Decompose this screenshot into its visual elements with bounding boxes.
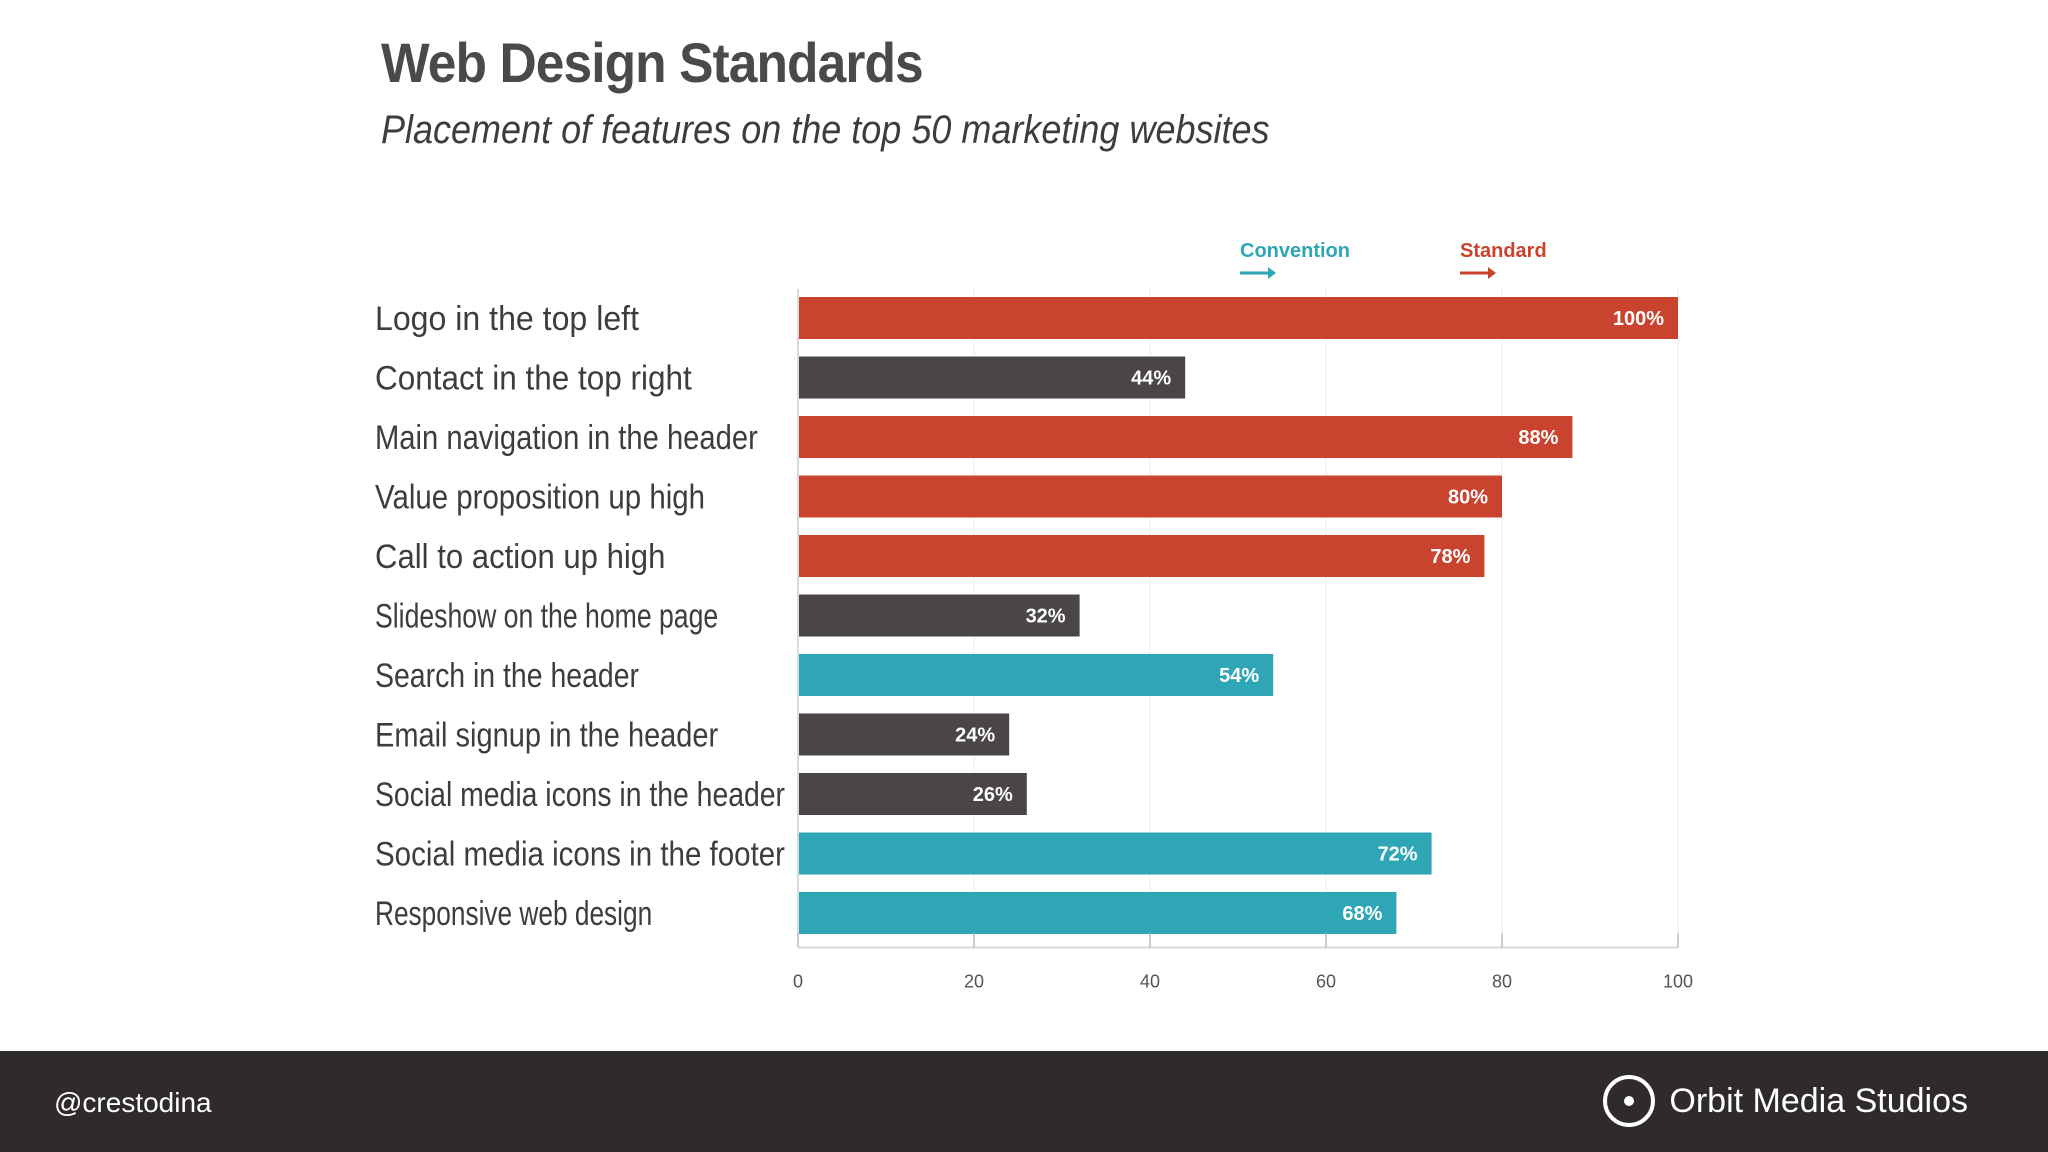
bar-value-label: 54% [1219,665,1259,687]
bar [798,297,1678,339]
bar-value-label: 78% [1430,546,1470,568]
bar-value-label: 44% [1131,368,1171,390]
bar-value-label: 88% [1518,427,1558,449]
category-label: Call to action up high [375,538,665,576]
bar [798,535,1485,577]
tick-label: 80 [1492,972,1512,992]
tick-label: 60 [1316,972,1336,992]
x-axis: 0 20 40 60 80 100 [793,289,1693,992]
bar [798,832,1432,875]
legend-convention-arrowhead-icon [1268,267,1276,279]
category-labels: Logo in the top left Contact in the top r… [375,300,785,933]
bar-chart: 100% 44% 88% 80% 78% 32% 54% 24% 26% 72% 68% Logo … [375,240,1693,992]
bar-value-label: 100% [1613,308,1664,330]
bar [798,356,1186,399]
legend-standard-arrowhead-icon [1488,267,1496,279]
category-label: Responsive web design [375,895,652,933]
legend-standard-label: Standard [1460,240,1547,262]
category-label: Social media icons in the footer [375,836,785,874]
category-label: Email signup in the header [375,717,718,755]
bar-value-label: 26% [973,784,1013,806]
category-label: Main navigation in the header [375,419,758,457]
bar [798,773,1027,815]
category-label: Social media icons in the header [375,776,785,814]
brand-logo: Orbit Media Studios [1601,1073,1968,1129]
category-label: Search in the header [375,657,639,695]
category-label: Contact in the top right [375,360,692,398]
footer-handle: @crestodina [54,1087,212,1118]
orbit-logo-icon [1603,1075,1656,1127]
bars: 100% 44% 88% 80% 78% 32% 54% 24% 26% 72% 68% [798,297,1678,934]
brand-name: Orbit Media Studios [1669,1081,1968,1120]
footer-bar: @crestodina Orbit Media Studios [0,1051,2048,1152]
legend-convention-label: Convention [1240,240,1350,262]
bar-value-label: 68% [1342,903,1382,925]
tick-label: 20 [964,972,984,992]
bar [798,713,1010,756]
tick-label: 100 [1663,972,1693,992]
bar [798,475,1502,518]
legend: Convention Standard [1240,240,1547,279]
bar-value-label: 32% [1026,606,1066,628]
tick-label: 0 [793,972,803,992]
bar [798,654,1274,696]
chart-subtitle: Placement of features on the top 50 mark… [381,108,1270,152]
bar [798,416,1573,458]
chart-title: Web Design Standards [381,31,924,94]
category-label: Value proposition up high [375,479,705,517]
bar-value-label: 24% [955,725,995,747]
category-label: Slideshow on the home page [375,598,718,636]
bar [798,892,1397,934]
bar [798,594,1080,637]
category-label: Logo in the top left [375,300,640,338]
bar-value-label: 72% [1378,844,1418,866]
bar-value-label: 80% [1448,487,1488,509]
tick-label: 40 [1140,972,1160,992]
